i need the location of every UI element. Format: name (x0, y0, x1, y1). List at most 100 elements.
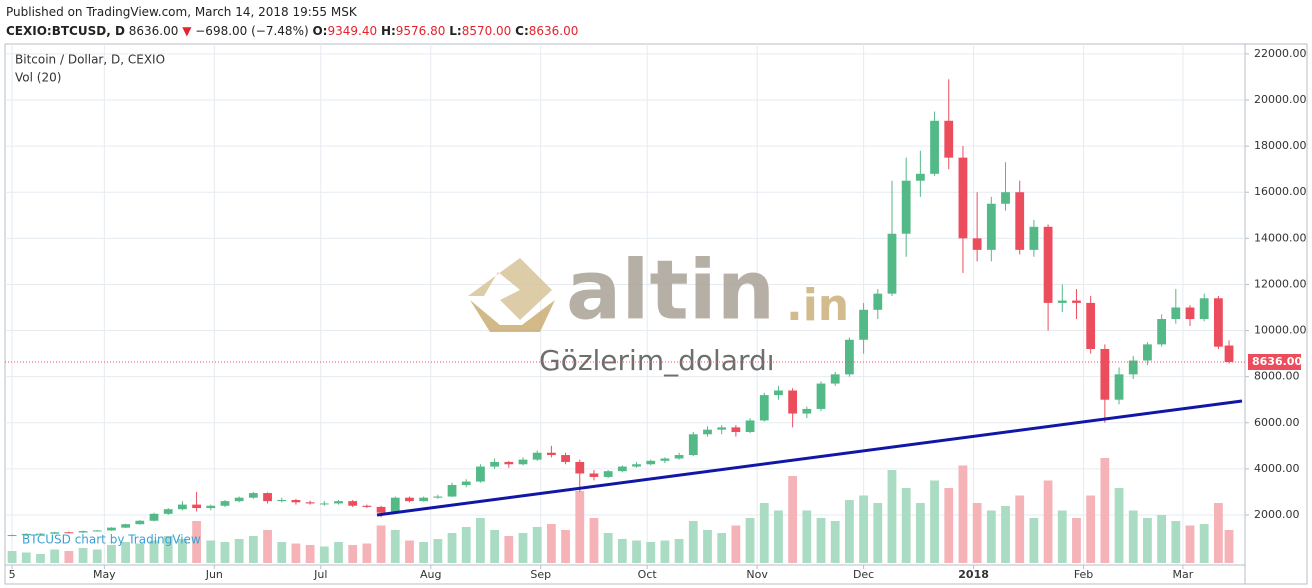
candle-body (1185, 307, 1195, 320)
candle-body (1128, 360, 1138, 375)
candle-body (21, 533, 31, 536)
x-tick-label: Nov (746, 568, 768, 581)
candle-body (1043, 226, 1053, 303)
candle-body (92, 530, 102, 532)
candle-body (788, 390, 798, 414)
candle-body (177, 504, 187, 510)
y-tick-label: 2000.00 (1254, 508, 1300, 521)
volume-bar (206, 540, 216, 563)
volume-bar (717, 533, 727, 563)
volume-bar (163, 536, 173, 563)
candle-body (1114, 374, 1124, 400)
logo-main: altin (566, 243, 775, 338)
candle-body (915, 173, 925, 181)
volume-layer (7, 458, 1234, 563)
y-tick-label: 14000.00 (1254, 231, 1307, 244)
candle-body (603, 471, 613, 477)
volume-bar (1043, 480, 1053, 563)
volume-bar (887, 470, 897, 563)
published: Published on TradingView.com, March 14, … (6, 5, 357, 19)
x-tick-label: 2018 (958, 568, 989, 581)
candle-body (447, 485, 457, 497)
x-tick-label: Jun (205, 568, 223, 581)
volume-bar (376, 525, 386, 563)
volume-bar (930, 480, 939, 563)
y-tick-label: 12000.00 (1254, 277, 1307, 290)
candle-body (476, 466, 485, 482)
volume-bar (944, 488, 954, 563)
candle-body (703, 429, 712, 435)
volume-bar (107, 545, 116, 563)
high: 9576.80 (395, 24, 446, 38)
candle-body (305, 502, 315, 504)
volume-bar (92, 549, 102, 563)
y-tick-label: 22000.00 (1254, 47, 1307, 60)
candle-body (1213, 298, 1223, 347)
candle-body (277, 499, 287, 502)
volume-bar (234, 539, 244, 563)
y-tick-label: 16000.00 (1254, 185, 1307, 198)
volume-bar (21, 552, 31, 563)
change: −698.00 (−7.48%) (195, 24, 309, 38)
volume-bar (362, 543, 372, 563)
volume-bar (617, 539, 627, 563)
price: 8636.00 (128, 24, 179, 38)
grid (5, 44, 1245, 565)
candle-body (334, 501, 343, 504)
chart-title: Bitcoin / Dollar, D, CEXIO (15, 53, 165, 67)
volume-bar (433, 539, 443, 563)
low: 8570.00 (461, 24, 512, 38)
candle-body (1029, 226, 1039, 250)
candle-body (745, 420, 755, 432)
candle-body (561, 455, 570, 462)
candle-body (958, 157, 968, 239)
candle-body (405, 497, 414, 502)
y-tick-label: 20000.00 (1254, 93, 1307, 106)
volume-bar (1157, 515, 1167, 563)
volume-bar (1114, 488, 1124, 563)
logo-suffix: .in (786, 280, 849, 331)
candle-body (944, 120, 954, 158)
logo-shape (470, 300, 555, 332)
logo-shape (468, 258, 552, 320)
volume-bar (405, 540, 414, 563)
candle-body (1199, 298, 1209, 320)
volume-bar (1001, 506, 1010, 563)
volume-bar (7, 551, 17, 563)
volume-bar (1224, 530, 1234, 563)
candle-body (632, 464, 641, 467)
last-price-label: 8636.00 (1252, 355, 1302, 368)
symbol: CEXIO:BTCUSD, D (6, 24, 125, 38)
y-tick-label: 4000.00 (1254, 462, 1300, 475)
candle-body (816, 383, 826, 409)
volume-bar (1072, 518, 1081, 563)
volume-bar (177, 539, 187, 563)
x-tick-label: 5 (9, 568, 16, 581)
volume-bar (1171, 521, 1181, 563)
volume-bar (958, 465, 968, 563)
c-label: C: (515, 24, 529, 38)
candle-body (901, 180, 911, 234)
volume-bar (688, 521, 698, 563)
candle-layer (7, 79, 1234, 537)
volume-bar (632, 540, 641, 563)
y-tick-label: 6000.00 (1254, 416, 1300, 429)
volume-bar (490, 530, 500, 563)
volume-bar (277, 542, 287, 563)
volume-bar (1199, 524, 1209, 563)
candle-body (830, 374, 840, 384)
volume-bar (305, 545, 315, 563)
candle-body (986, 203, 996, 250)
volume-bar (504, 536, 514, 563)
candle-body (1072, 300, 1081, 303)
volume-bar (532, 527, 542, 563)
candle-body (1224, 345, 1234, 362)
candle-body (802, 408, 812, 414)
volume-bar (830, 521, 840, 563)
volume-bar (121, 542, 131, 563)
x-tick-label: Aug (420, 568, 441, 581)
candle-body (717, 427, 727, 430)
volume-bar (419, 542, 429, 563)
volume-bar (348, 545, 358, 563)
